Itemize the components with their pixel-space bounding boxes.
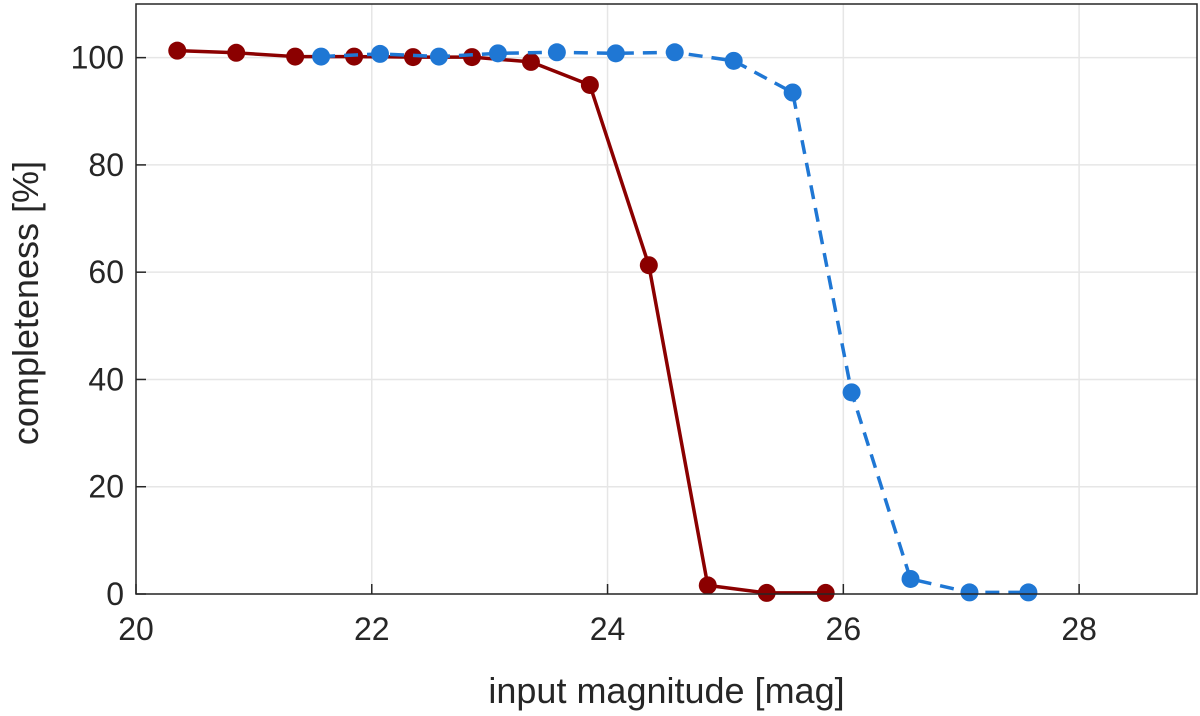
x-tick-label: 24 [590, 611, 626, 647]
series-2-point [783, 83, 802, 102]
series-1-point [757, 583, 776, 602]
y-tick-label: 60 [88, 254, 124, 290]
y-axis-ticks: 0 20 40 60 80 100 [71, 40, 146, 612]
series-2-point [842, 383, 861, 402]
y-tick-label: 20 [88, 469, 124, 505]
series-2-point [429, 47, 448, 66]
y-axis-label: completeness [%] [5, 161, 46, 445]
x-tick-label: 22 [354, 611, 390, 647]
grid-lines [135, 4, 1197, 595]
series-1-point [462, 48, 481, 67]
series-1 [168, 41, 835, 602]
series-2-point [312, 47, 331, 66]
data-series [168, 41, 1038, 602]
series-2-point [488, 44, 507, 63]
y-tick-label: 100 [71, 40, 124, 76]
y-tick-label: 40 [88, 361, 124, 397]
x-axis-ticks: 20 22 24 26 28 [118, 584, 1097, 647]
series-2-point [371, 44, 390, 63]
series-2-point [665, 43, 684, 62]
series-1-point [580, 75, 599, 94]
series-2 [312, 43, 1038, 602]
y-tick-label: 80 [88, 147, 124, 183]
series-1-point [227, 43, 246, 62]
series-2-point [901, 569, 920, 588]
series-1-point [639, 256, 658, 275]
series-2-point [724, 51, 743, 70]
series-2-point [960, 583, 979, 602]
series-1-point [168, 41, 187, 60]
series-1-point [521, 52, 540, 71]
y-tick-label: 0 [106, 576, 124, 612]
series-2-point [547, 43, 566, 62]
series-1-point [816, 583, 835, 602]
x-axis-label: input magnitude [mag] [488, 670, 844, 711]
series-2-point [1019, 583, 1038, 602]
series-1-point [698, 576, 717, 595]
x-tick-label: 26 [826, 611, 862, 647]
series-2-line [321, 50, 1029, 595]
series-1-line [177, 48, 826, 595]
x-tick-label: 20 [118, 611, 154, 647]
plot-frame [135, 3, 1198, 595]
series-2-point [606, 44, 625, 63]
series-1-point [286, 47, 305, 66]
x-tick-label: 28 [1061, 611, 1097, 647]
